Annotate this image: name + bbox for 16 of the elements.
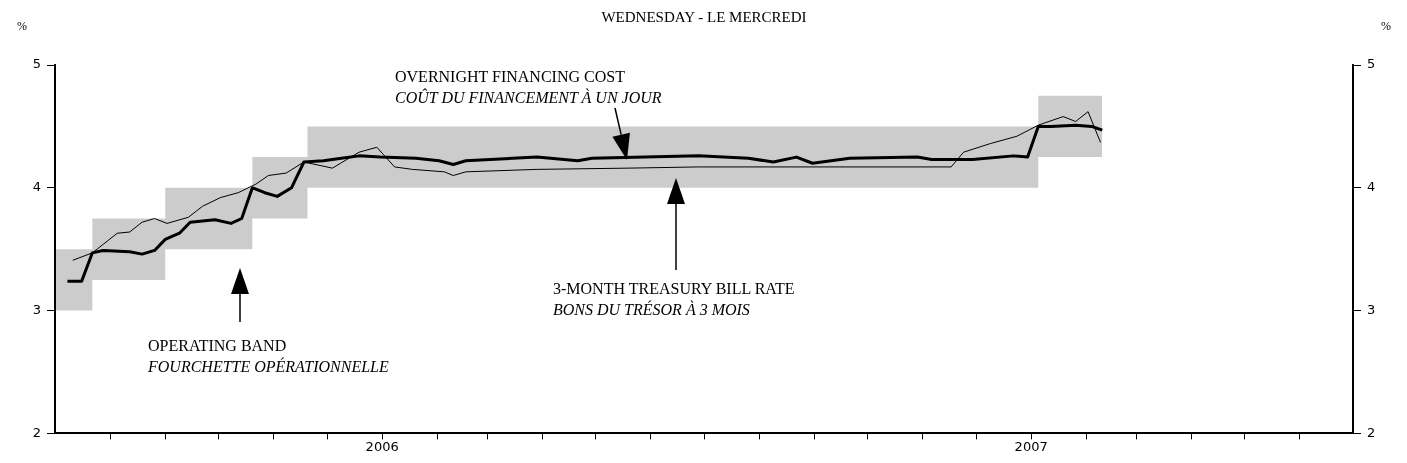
y-tick-label: 5 [32, 56, 41, 72]
y2-tick-label: 5 [1367, 56, 1376, 72]
x-tick-label: 2006 [365, 438, 399, 454]
y-axis-title: % [17, 19, 27, 33]
y-tick-label: 3 [32, 301, 41, 317]
chart-title: WEDNESDAY - LE MERCREDI [601, 9, 807, 25]
y2-axis-title: % [1381, 19, 1391, 33]
y2-tick-label: 2 [1367, 424, 1376, 440]
y-tick-label: 2 [32, 424, 41, 440]
annotation: OVERNIGHT FINANCING COST COÛT DU FINANCEMENT À UN JOUR [395, 67, 662, 108]
x-tick-label: 2007 [1014, 438, 1048, 454]
y2-tick-label: 4 [1367, 179, 1376, 195]
annotation: 3-MONTH TREASURY BILL RATE BONS DU TRÉSOR À 3 MOIS [553, 279, 795, 320]
annotation: OPERATING BAND FOURCHETTE OPÉRATIONNELLE [148, 336, 389, 377]
y2-tick-label: 3 [1367, 301, 1376, 317]
y-tick-label: 4 [32, 179, 41, 195]
